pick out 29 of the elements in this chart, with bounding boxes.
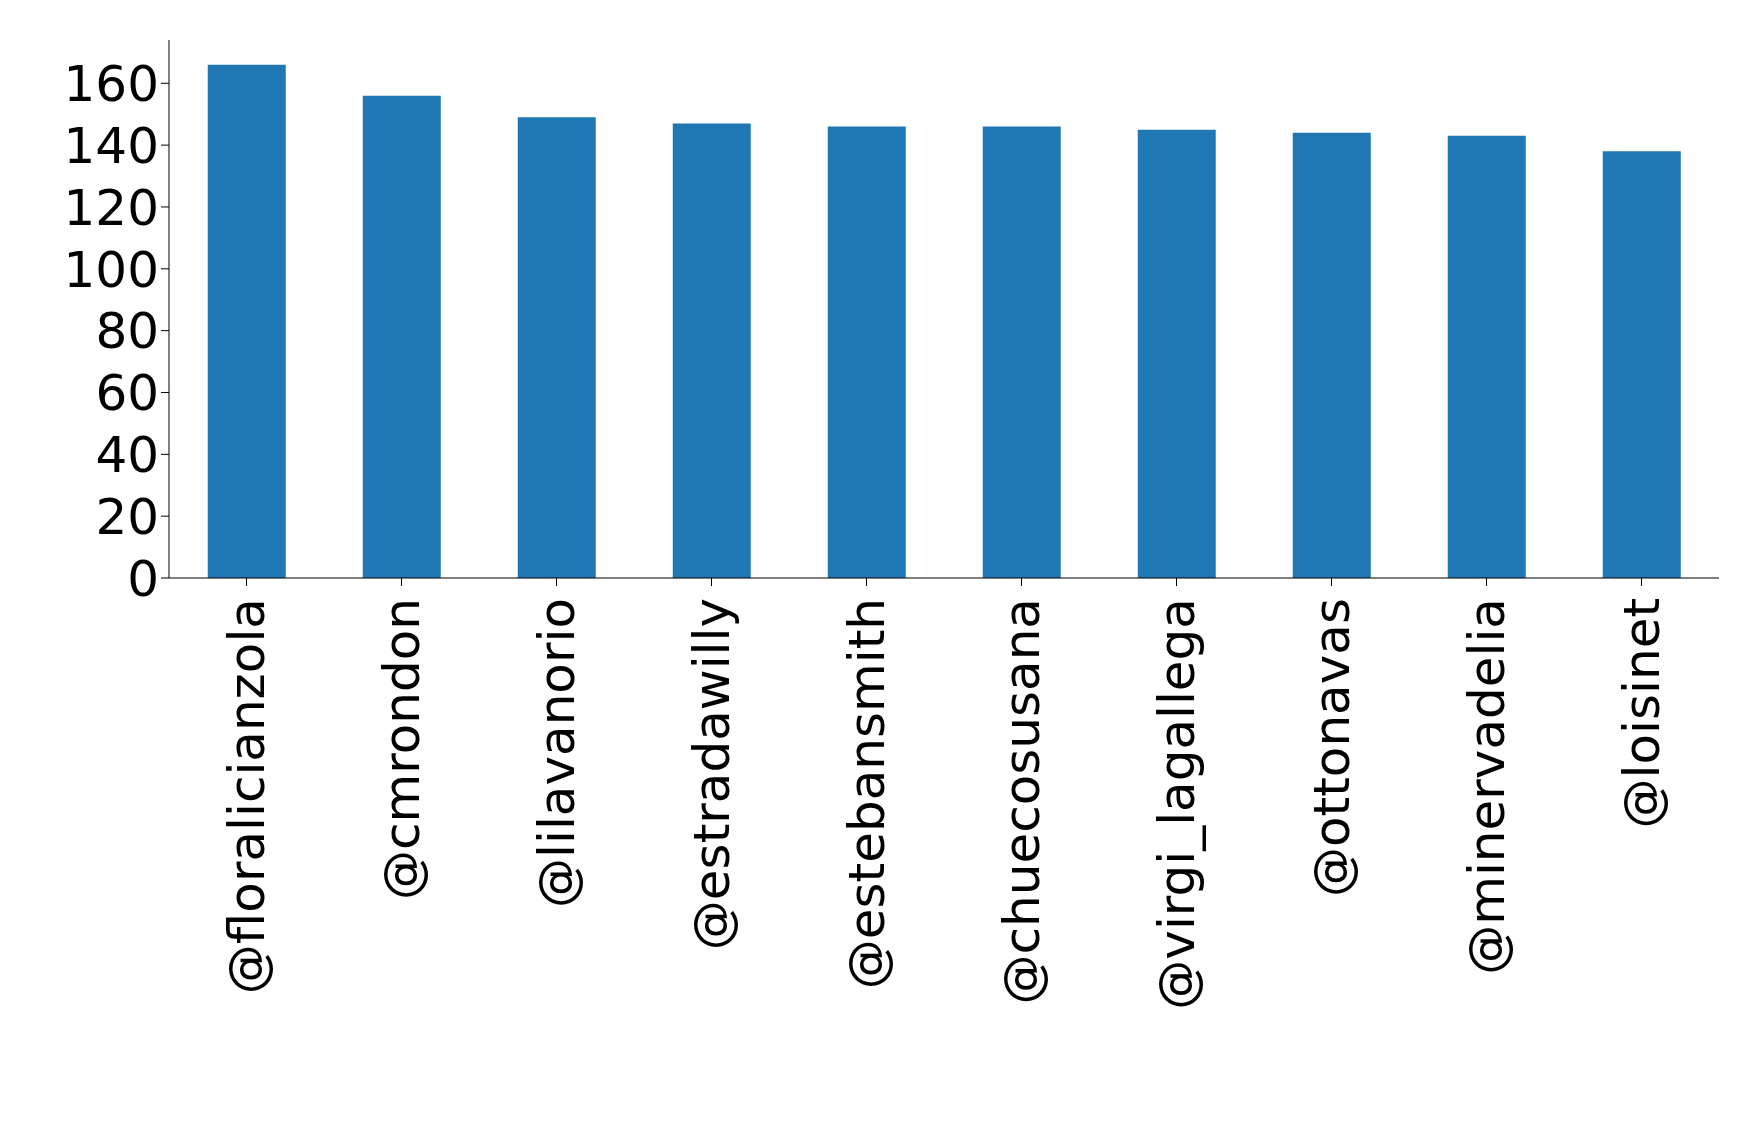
x-tick-label: @lilavanorio: [527, 598, 586, 908]
x-tick-label: @estradawilly: [682, 598, 741, 951]
x-tick-label: @cmrondon: [372, 598, 431, 900]
bar: [1447, 135, 1526, 578]
y-tick-label: 0: [127, 549, 159, 608]
bar: [672, 123, 751, 578]
x-tick-label: @estebansmith: [837, 598, 896, 990]
bar: [1292, 132, 1371, 578]
y-tick-label: 140: [63, 116, 159, 175]
y-tick-label: 20: [95, 487, 159, 546]
bar: [982, 126, 1061, 578]
y-tick-label: 40: [95, 426, 159, 485]
bar: [207, 64, 286, 578]
y-tick-label: 60: [95, 364, 159, 423]
y-tick-label: 80: [95, 302, 159, 361]
bar: [1137, 129, 1216, 578]
x-tick-label: @minervadelia: [1457, 598, 1516, 975]
y-tick-label: 160: [63, 55, 159, 114]
y-tick-label: 120: [63, 178, 159, 237]
x-tick-label: @ottonavas: [1302, 598, 1361, 897]
y-tick-label: 100: [63, 240, 159, 299]
bar: [827, 126, 906, 578]
x-tick-label: @loisinet: [1612, 598, 1671, 829]
bar: [517, 117, 596, 578]
x-tick-label: @chuecosusana: [992, 598, 1051, 1005]
bar: [362, 95, 441, 578]
bar: [1602, 151, 1681, 578]
x-tick-label: @virgi_lagallega: [1147, 598, 1206, 1010]
x-tick-label: @floralicianzola: [217, 598, 276, 995]
